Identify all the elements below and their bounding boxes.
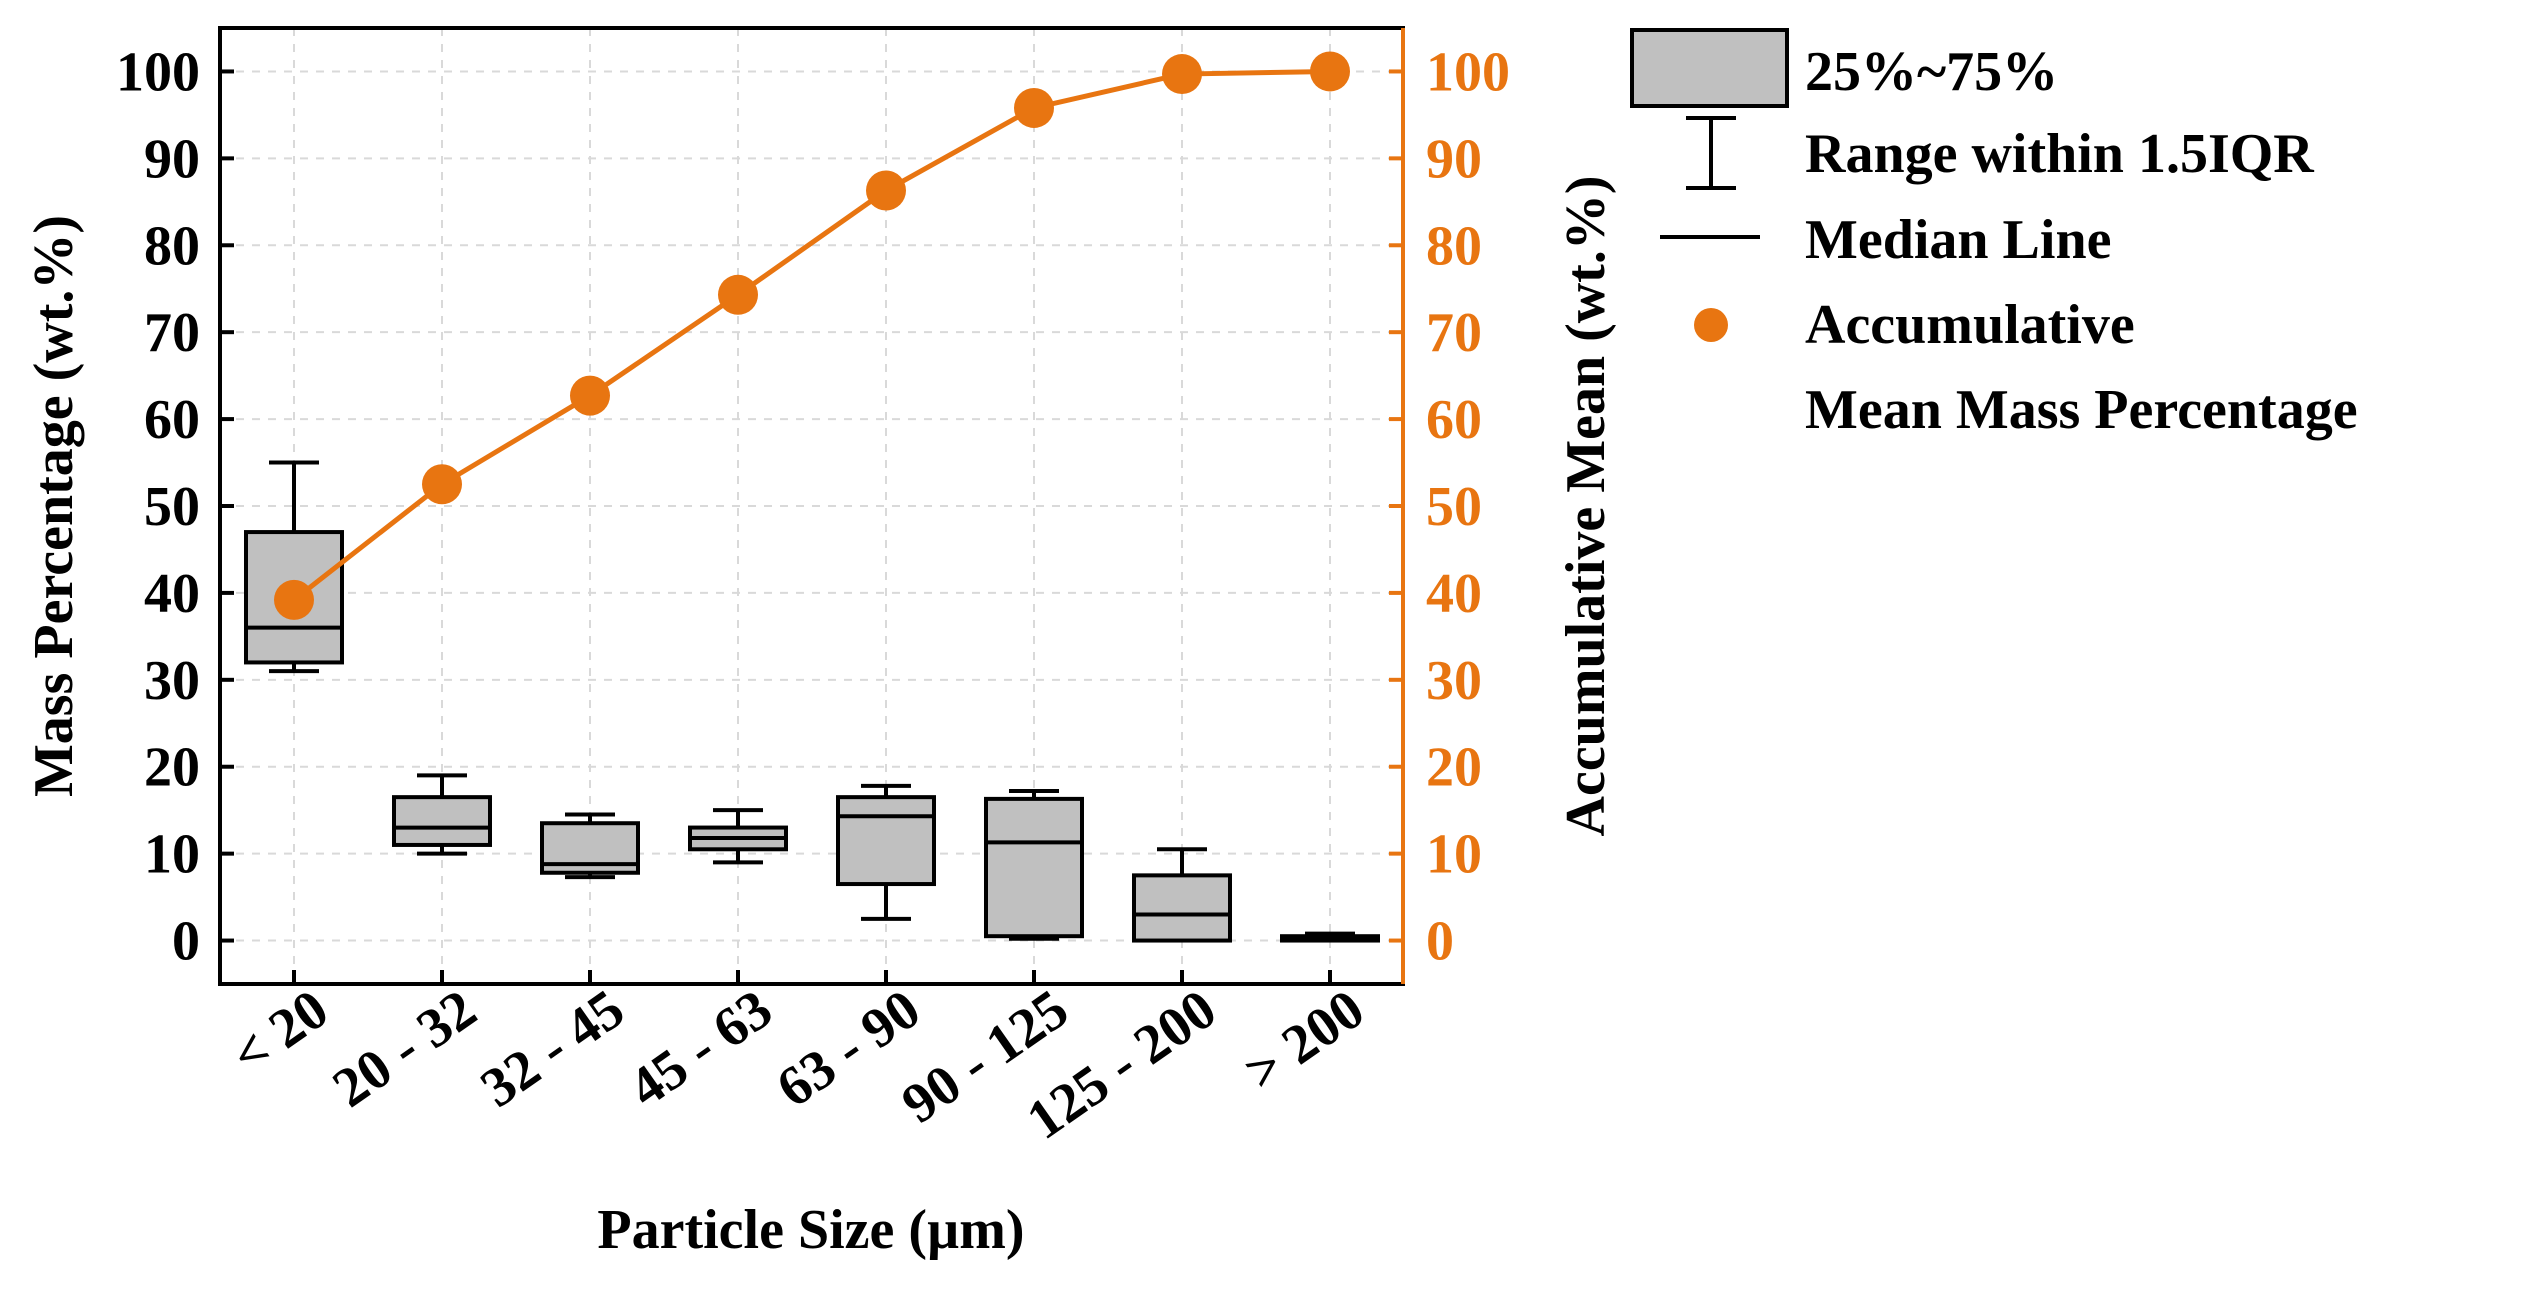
left-y-tick-label: 60: [144, 389, 200, 451]
right-y-tick-label: 90: [1426, 128, 1482, 190]
right-y-tick-label: 30: [1426, 650, 1482, 712]
accumulative-point: [1162, 54, 1202, 95]
legend-dot-label: Accumulative: [1805, 294, 2135, 356]
left-y-tick-label: 50: [144, 476, 200, 538]
right-y-tick-label: 20: [1426, 737, 1482, 799]
box-8: [1280, 931, 1380, 943]
legend-box-label: 25%~75%: [1805, 41, 2058, 103]
accumulative-point: [274, 579, 314, 620]
right-y-tick-label: 0: [1426, 911, 1454, 973]
accumulative-point: [718, 274, 758, 315]
x-tick-label: 20 - 32: [322, 978, 488, 1120]
left-y-tick-label: 0: [172, 911, 200, 973]
left-y-tick-label: 80: [144, 215, 200, 277]
x-tick-label: < 20: [220, 978, 339, 1087]
accumulative-point: [422, 464, 462, 505]
x-tick-label: > 200: [1233, 978, 1375, 1103]
x-axis-title: Particle Size (µm): [597, 1199, 1024, 1261]
box-iqr: [984, 796, 1084, 939]
left-y-tick-label: 90: [144, 128, 200, 190]
left-y-tick-label: 20: [144, 737, 200, 799]
left-y-tick-label: 10: [144, 824, 200, 886]
box-5: [836, 783, 936, 921]
right-y-tick-label: 60: [1426, 389, 1482, 451]
right-y-axis: 0 10 20 30 40 50 60 70 80 90 100: [1389, 28, 1510, 984]
legend-dot-label-line2: Mean Mass Percentage: [1805, 379, 2358, 441]
left-y-tick-label: 100: [116, 41, 200, 103]
legend-whisker-swatch: [1686, 116, 1736, 190]
right-y-tick-label: 80: [1426, 215, 1482, 277]
accumulative-point: [1310, 51, 1350, 92]
legend: 25%~75% Range within 1.5IQR Median Line …: [1630, 28, 2358, 441]
legend-dot-swatch: [1694, 308, 1728, 342]
left-y-tick-label: 70: [144, 302, 200, 364]
box-iqr: [1132, 873, 1232, 943]
right-y-tick-label: 40: [1426, 563, 1482, 625]
box-series: [244, 460, 1380, 943]
x-tick-label: 45 - 63: [618, 978, 784, 1120]
legend-whisker-label: Range within 1.5IQR: [1805, 123, 2314, 185]
legend-median-label: Median Line: [1805, 209, 2111, 271]
box-7: [1132, 847, 1232, 943]
box-3: [540, 812, 640, 880]
right-y-axis-title: Accumulative Mean (wt.%): [1555, 176, 1617, 837]
box-4: [688, 808, 788, 865]
box-iqr: [392, 795, 492, 847]
box-6: [984, 789, 1084, 941]
right-y-tick-label: 70: [1426, 302, 1482, 364]
accumulative-line: [292, 68, 1331, 602]
box-iqr: [836, 795, 936, 887]
accumulative-point: [1014, 87, 1054, 128]
legend-box-swatch: [1630, 28, 1789, 108]
left-y-axis-title: Mass Percentage (wt.%): [23, 215, 85, 797]
left-y-axis: 0 10 20 30 40 50 60 70 80 90 100: [116, 41, 234, 973]
right-y-tick-label: 10: [1426, 824, 1482, 886]
accumulative-series: [274, 51, 1350, 620]
accumulative-point: [866, 170, 906, 211]
right-y-tick-label: 100: [1426, 41, 1510, 103]
right-y-tick-label: 50: [1426, 476, 1482, 538]
left-y-tick-label: 40: [144, 563, 200, 625]
box-1: [244, 460, 344, 674]
x-tick-label: 32 - 45: [470, 978, 636, 1120]
accumulative-point: [570, 375, 610, 416]
box-2: [392, 773, 492, 856]
left-y-tick-label: 30: [144, 650, 200, 712]
